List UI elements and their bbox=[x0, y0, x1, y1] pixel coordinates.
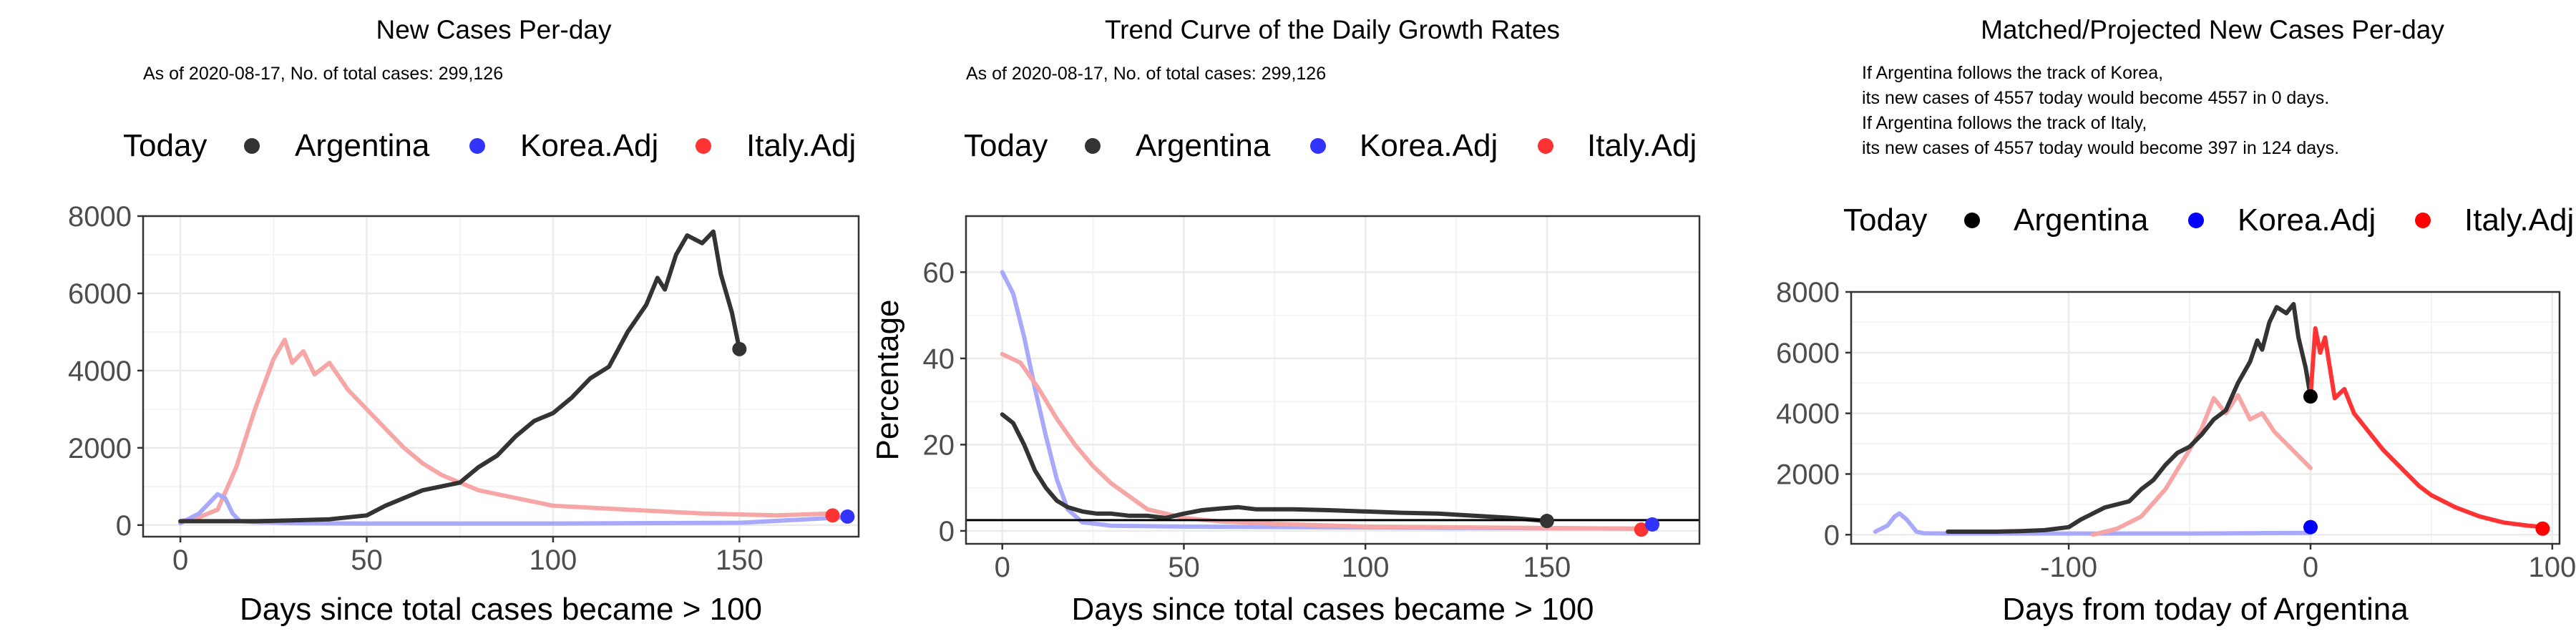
panel-2-plot-border bbox=[965, 215, 1701, 545]
panel-1-note-1: As of 2020-08-17, No. of total cases: 29… bbox=[143, 64, 503, 84]
panel-2-title: Trend Curve of the Daily Growth Rates bbox=[1105, 15, 1560, 44]
panel-2-x-axis-label: Days since total cases became > 100 bbox=[1071, 592, 1594, 627]
panel-2-series-line-italy-adj bbox=[1000, 351, 1640, 531]
panel-2-legend-title: Today bbox=[964, 128, 1048, 163]
panel-3-series-line-italy-adj-projected bbox=[2308, 326, 2547, 530]
panel-2-legend-swatch-korea bbox=[1310, 138, 1326, 154]
panel-2-tick-label-y: 0 bbox=[939, 516, 955, 547]
panel-2-tick-label-y: 40 bbox=[923, 343, 955, 375]
panel-2-y-axis-label: Percentage bbox=[870, 299, 905, 460]
panel-1-tick-label-x: 50 bbox=[351, 545, 383, 576]
panel-1-today-point-italy-adj bbox=[825, 508, 840, 523]
panel-3-legend-label-italy: Italy.Adj bbox=[2464, 203, 2574, 238]
panel-3-today-point-korea-adj bbox=[2303, 519, 2318, 535]
panel-1-legend-swatch-korea bbox=[469, 138, 485, 154]
panel-1-legend-swatch-argentina bbox=[244, 138, 260, 154]
panel-3-plot-border bbox=[1850, 291, 2561, 545]
panel-1-title: New Cases Per-day bbox=[376, 15, 612, 44]
panel-3-legend-label-argentina: Argentina bbox=[2014, 203, 2149, 238]
panel-1-tick-label-y: 4000 bbox=[68, 356, 132, 387]
panel-3-series-line-argentina bbox=[1946, 302, 2313, 534]
panel-1-legend-label-argentina: Argentina bbox=[295, 128, 430, 163]
panel-2-note-1: As of 2020-08-17, No. of total cases: 29… bbox=[966, 64, 1326, 84]
panel-2-series-line-korea-adj bbox=[1000, 270, 1659, 531]
panel-2-tick-label-x: 100 bbox=[1342, 552, 1390, 583]
panel-1-tick-label-x: 150 bbox=[716, 545, 763, 576]
panel-3-legend-swatch-italy bbox=[2415, 213, 2431, 228]
panel-3-today-point-italy-adj bbox=[2535, 521, 2550, 536]
panel-3-tick-label-x: -100 bbox=[2040, 552, 2097, 583]
panel-1-legend-swatch-italy bbox=[696, 138, 711, 154]
panel-1-series-line-argentina bbox=[178, 229, 742, 524]
panel-1-plot: 0 50 100 150 0 2000 4000 6000 8000 Days since tot… bbox=[68, 201, 860, 627]
panel-1-legend-label-italy: Italy.Adj bbox=[746, 128, 856, 163]
panel-1-legend-title: Today bbox=[123, 128, 207, 163]
panel-2-today-point-korea-adj bbox=[1645, 517, 1660, 532]
panel-2-tick-label-x: 150 bbox=[1523, 552, 1571, 583]
panel-1-tick-label-x: 0 bbox=[172, 545, 188, 576]
panel-3-legend-title: Today bbox=[1843, 203, 1927, 238]
panel-1-legend-label-korea: Korea.Adj bbox=[520, 128, 658, 163]
panel-1-tick-label-y: 0 bbox=[116, 510, 132, 542]
panel-1-today-point-korea-adj bbox=[840, 509, 855, 524]
panel-2-legend-label-italy: Italy.Adj bbox=[1587, 128, 1697, 163]
panel-1-tick-label-y: 6000 bbox=[68, 278, 132, 310]
panel-3-tick-label-x: 100 bbox=[2528, 552, 2576, 583]
panel-3-tick-label-y: 6000 bbox=[1776, 338, 1840, 369]
panel-3-note-3: If Argentina follows the track of Italy, bbox=[1862, 113, 2147, 133]
panel-3-tick-label-y: 0 bbox=[1824, 519, 1840, 551]
panel-3-tick-label-y: 8000 bbox=[1776, 277, 1840, 308]
panel-2-tick-label-x: 0 bbox=[995, 552, 1010, 583]
panel-2-today-point-italy-adj bbox=[1634, 522, 1649, 537]
panel-2-today-point-argentina bbox=[1539, 514, 1554, 529]
panel-2-tick-label-x: 50 bbox=[1168, 552, 1200, 583]
panel-3-today-point-argentina bbox=[2303, 389, 2318, 404]
panel-2-legend-label-korea: Korea.Adj bbox=[1360, 128, 1498, 163]
panel-3-note-4: its new cases of 4557 today would become… bbox=[1862, 138, 2339, 158]
panel-1-plot-border bbox=[142, 215, 860, 538]
panel-1-tick-label-y: 2000 bbox=[68, 433, 132, 464]
panel-3-x-axis-label: Days from today of Argentina bbox=[2002, 592, 2409, 627]
panel-3-legend-swatch-korea bbox=[2188, 213, 2204, 228]
panel-3-tick-label-y: 4000 bbox=[1776, 399, 1840, 430]
panel-3-series-line-italy-adj-past bbox=[2090, 393, 2313, 537]
panel-3-tick-label-y: 2000 bbox=[1776, 459, 1840, 490]
panel-3-note-2: its new cases of 4557 today would become… bbox=[1862, 88, 2329, 108]
panel-1-x-axis-label: Days since total cases became > 100 bbox=[240, 592, 762, 627]
panel-3-series-line-korea-adj bbox=[1873, 511, 2313, 536]
panel-1-series-line-italy-adj bbox=[178, 337, 835, 524]
panel-2-legend-swatch-italy bbox=[1538, 138, 1553, 154]
panel-3-title: Matched/Projected New Cases Per-day bbox=[1981, 15, 2444, 44]
panel-2-tick-label-y: 20 bbox=[923, 429, 955, 461]
panel-2-series-line-argentina bbox=[1000, 412, 1549, 524]
panel-1-tick-label-y: 8000 bbox=[68, 201, 132, 233]
panel-2-legend-swatch-argentina bbox=[1085, 138, 1101, 154]
panel-3-legend-label-korea: Korea.Adj bbox=[2238, 203, 2376, 238]
panel-2-plot: 0 50 100 150 0 20 40 60 Days since total cases b… bbox=[870, 215, 1701, 627]
panel-3-tick-label-x: 0 bbox=[2303, 552, 2318, 583]
panel-1-today-point-argentina bbox=[732, 341, 747, 356]
panel-3-note-1: If Argentina follows the track of Korea, bbox=[1862, 63, 2163, 83]
panel-2-tick-label-y: 60 bbox=[923, 257, 955, 288]
panel-1-tick-label-x: 100 bbox=[530, 545, 577, 576]
panel-3-legend-swatch-argentina bbox=[1964, 213, 1980, 228]
panel-2-legend-label-argentina: Argentina bbox=[1136, 128, 1271, 163]
